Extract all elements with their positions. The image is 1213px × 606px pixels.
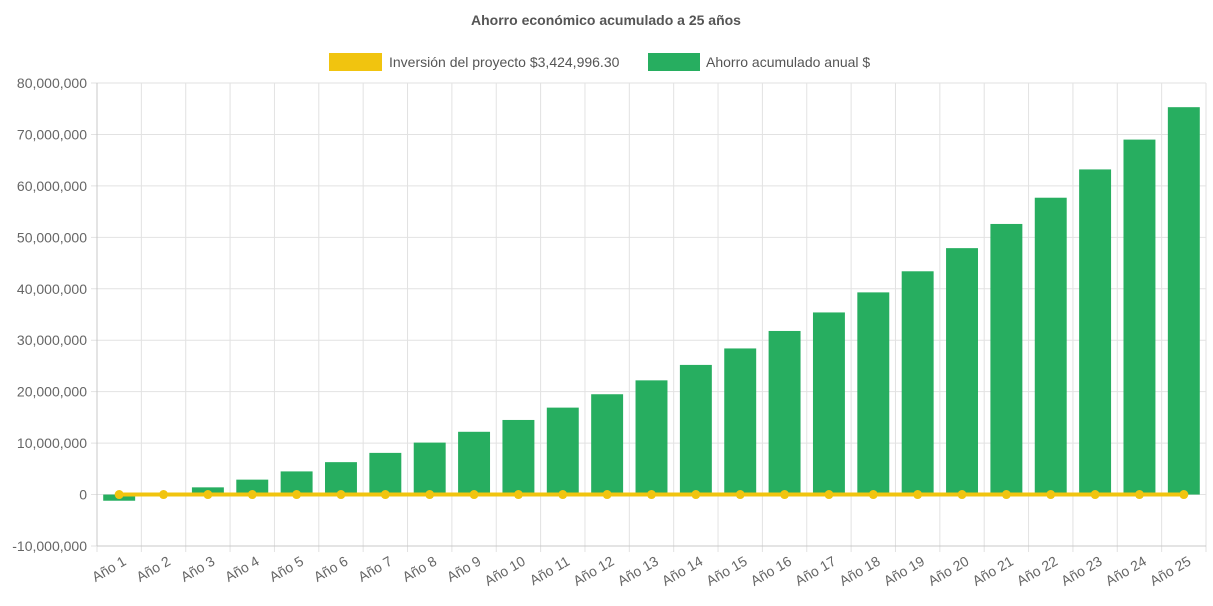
bar[interactable] [1123,139,1156,495]
bar[interactable] [546,407,579,495]
line-point[interactable] [602,490,612,500]
line-point[interactable] [292,490,302,500]
line-point[interactable] [469,490,479,500]
line-point[interactable] [425,490,435,500]
x-tick-label: Año 19 [881,553,928,589]
bar[interactable] [502,419,535,495]
line-point[interactable] [780,490,790,500]
legend-label-savings[interactable]: Ahorro acumulado anual $ [706,54,870,70]
x-tick-label: Año 10 [481,553,528,589]
x-tick-label: Año 20 [925,553,972,589]
x-tick-label: Año 13 [615,553,662,589]
legend-swatch-savings[interactable] [648,53,700,71]
bar[interactable] [325,462,357,495]
x-tick-label: Año 7 [355,553,395,585]
line-point[interactable] [1134,490,1144,500]
x-tick-label: Año 3 [178,553,218,585]
bar[interactable] [591,394,624,495]
legend: Inversión del proyecto $3,424,996.30 Aho… [329,53,870,71]
y-tick-label: 20,000,000 [17,384,87,400]
x-tick-label: Año 18 [836,553,883,589]
line-point[interactable] [1090,490,1100,500]
bar[interactable] [768,330,801,495]
bar[interactable] [1167,107,1200,495]
bar[interactable] [1034,197,1067,495]
bar[interactable] [857,292,890,495]
line-point[interactable] [1179,490,1189,500]
x-axis: Año 1 Año 2 Año 3 Año 4 Año 5 Año 6 Año 7 Año 8… [89,545,1206,589]
y-tick-label: 60,000,000 [17,178,87,194]
line-point[interactable] [114,490,124,500]
chart-title: Ahorro económico acumulado a 25 años [471,12,741,28]
line-point[interactable] [513,490,523,500]
line-point[interactable] [824,490,834,500]
line-point[interactable] [913,490,923,500]
bar[interactable] [901,271,934,495]
bar[interactable] [1079,169,1112,495]
line-series [114,490,1189,500]
line-point[interactable] [647,490,656,500]
bar[interactable] [236,479,269,495]
legend-label-investment[interactable]: Inversión del proyecto $3,424,996.30 [389,54,620,70]
x-tick-label: Año 12 [570,553,617,589]
y-tick-label: 40,000,000 [17,281,87,297]
x-tick-label: Año 15 [703,553,750,589]
x-tick-label: Año 4 [222,553,262,585]
x-tick-label: Año 25 [1147,553,1194,589]
line-point[interactable] [558,490,568,500]
x-tick-label: Año 22 [1014,553,1061,589]
bar[interactable] [635,380,668,495]
x-tick-label: Año 24 [1103,553,1150,589]
bar[interactable] [946,248,978,495]
line-point[interactable] [159,490,169,500]
y-tick-label: 10,000,000 [17,435,87,451]
line-point[interactable] [380,490,390,500]
x-tick-label: Año 21 [969,553,1016,589]
y-tick-label: 80,000,000 [17,75,87,91]
x-tick-label: Año 1 [89,553,129,585]
bar[interactable] [458,431,491,495]
x-tick-label: Año 14 [659,553,706,589]
y-tick-label: -10,000,000 [12,538,87,554]
x-tick-label: Año 9 [444,553,484,585]
y-tick-label: 50,000,000 [17,229,87,245]
bar[interactable] [990,223,1023,495]
y-tick-label: 30,000,000 [17,332,87,348]
x-tick-label: Año 11 [527,553,573,589]
line-point[interactable] [957,490,967,500]
legend-swatch-investment[interactable] [329,53,382,71]
bar-series [103,107,1200,501]
line-point[interactable] [735,490,745,500]
line-point[interactable] [691,490,701,500]
x-tick-label: Año 23 [1058,553,1105,589]
bar[interactable] [369,452,402,495]
line-point[interactable] [336,490,346,500]
line-point[interactable] [1001,490,1011,500]
bar[interactable] [413,442,446,495]
line-point[interactable] [247,490,257,500]
grid [91,82,1207,552]
x-tick-label: Año 8 [400,553,440,585]
line-point[interactable] [203,490,213,500]
bar[interactable] [280,471,313,495]
y-axis: 80,000,000 70,000,000 60,000,000 50,000,000… [12,75,98,554]
x-tick-label: Año 2 [133,553,173,585]
x-tick-label: Año 6 [311,553,351,585]
x-tick-label: Año 17 [792,553,839,589]
y-tick-label: 70,000,000 [17,126,87,142]
x-tick-label: Año 5 [266,553,306,585]
line-point[interactable] [868,490,878,500]
line-point[interactable] [1046,490,1056,500]
y-tick-label: 0 [79,487,87,503]
bar[interactable] [724,348,757,495]
bar[interactable] [812,312,845,495]
x-tick-label: Año 16 [748,553,795,589]
bar[interactable] [679,364,712,495]
